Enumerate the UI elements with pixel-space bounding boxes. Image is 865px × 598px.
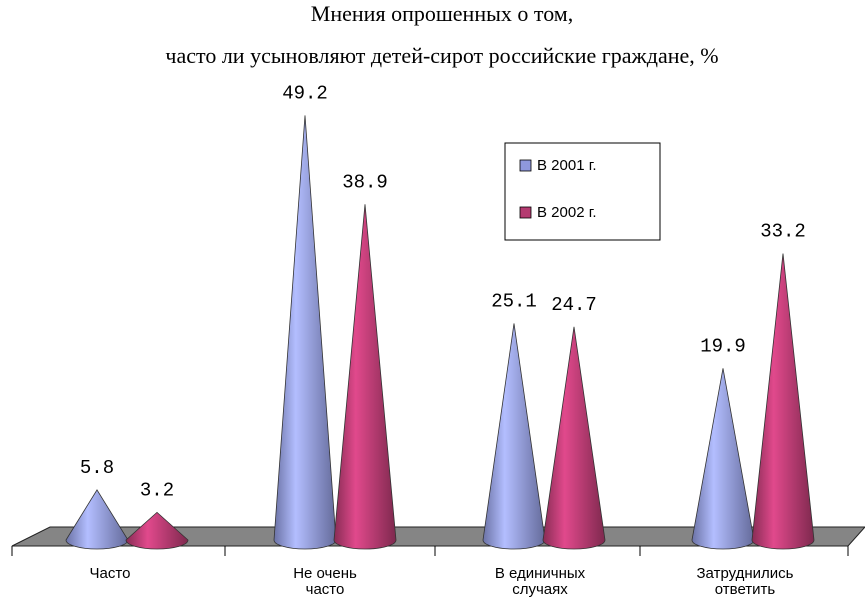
- legend-swatch: [519, 159, 532, 172]
- cone: [542, 326, 606, 550]
- legend-label: В 2002 г.: [537, 204, 597, 221]
- x-tick-label: Затруднились ответить: [696, 565, 794, 598]
- x-tick-label: Не очень часто: [293, 565, 357, 598]
- value-label: 33.2: [760, 220, 806, 242]
- value-label: 49.2: [282, 82, 328, 104]
- cone: [751, 253, 815, 550]
- value-label: 25.1: [491, 290, 537, 312]
- x-tick-label: В единичных случаях: [494, 565, 586, 598]
- value-label: 3.2: [140, 479, 174, 501]
- cone: [273, 115, 337, 550]
- cone: [482, 323, 546, 550]
- value-label: 38.9: [342, 171, 388, 193]
- value-label: 19.9: [700, 335, 746, 357]
- x-tick-label: Часто: [89, 565, 131, 582]
- legend-box: [504, 142, 661, 241]
- cone: [125, 511, 189, 550]
- chart-title: Мнения опрошенных о том,: [311, 1, 573, 26]
- cone: [691, 368, 755, 550]
- value-label: 5.8: [80, 457, 114, 479]
- cone: [333, 204, 397, 550]
- legend-label: В 2001 г.: [537, 157, 597, 174]
- cone: [65, 489, 129, 550]
- value-label: 24.7: [551, 294, 597, 316]
- legend-swatch: [519, 206, 532, 219]
- chart-title: часто ли усыновляют детей-сирот российск…: [165, 43, 718, 68]
